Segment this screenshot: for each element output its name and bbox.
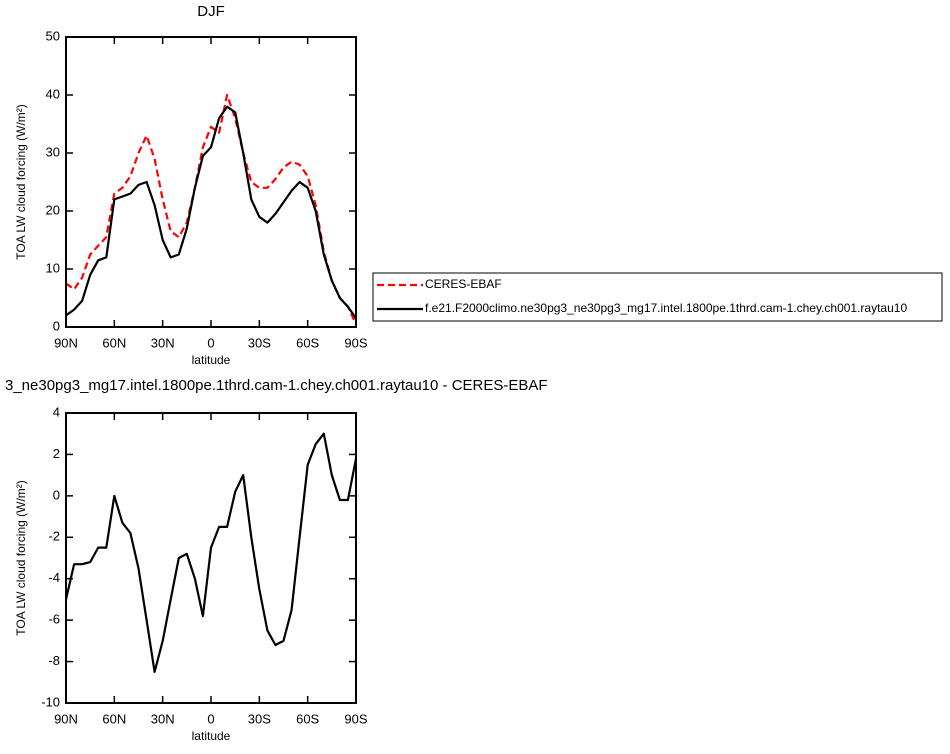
x-tick-label: 60S bbox=[296, 711, 319, 726]
x-tick-label: 60N bbox=[102, 711, 126, 726]
y-tick-label: -6 bbox=[48, 612, 60, 627]
y-tick-label: 0 bbox=[53, 318, 60, 333]
plot-frame bbox=[65, 36, 357, 328]
chart-title: DJF bbox=[197, 3, 225, 20]
x-tick-label: 30S bbox=[248, 335, 271, 350]
y-axis-label: TOA LW cloud forcing (W/m²) bbox=[14, 104, 28, 260]
y-tick-label: 40 bbox=[46, 86, 60, 101]
chart-title: 3_ne30pg3_mg17.intel.1800pe.1thrd.cam-1.… bbox=[5, 377, 548, 394]
x-tick-label: 0 bbox=[207, 335, 214, 350]
x-tick-label: 30S bbox=[248, 711, 271, 726]
x-tick-label: 30N bbox=[151, 711, 175, 726]
y-axis-label: TOA LW cloud forcing (W/m²) bbox=[14, 480, 28, 636]
x-tick-label: 90N bbox=[54, 335, 78, 350]
y-tick-label: 0 bbox=[53, 487, 60, 502]
y-tick-label: 50 bbox=[46, 28, 60, 43]
y-tick-label: 10 bbox=[46, 260, 60, 275]
y-tick-label: -10 bbox=[41, 694, 60, 709]
x-axis-label: latitude bbox=[192, 729, 231, 743]
x-tick-label: 90N bbox=[54, 711, 78, 726]
y-tick-label: 30 bbox=[46, 144, 60, 159]
y-tick-label: 4 bbox=[53, 404, 60, 419]
series-line bbox=[64, 432, 358, 673]
y-tick-label: 2 bbox=[53, 446, 60, 461]
x-axis-label: latitude bbox=[192, 353, 231, 367]
plot-frame bbox=[65, 412, 357, 704]
y-tick-label: -2 bbox=[48, 529, 60, 544]
x-tick-label: 30N bbox=[151, 335, 175, 350]
series-line bbox=[65, 93, 357, 325]
y-tick-label: -4 bbox=[48, 570, 60, 585]
x-tick-label: 90S bbox=[344, 335, 367, 350]
y-tick-label: -8 bbox=[48, 653, 60, 668]
legend-label: CERES-EBAF bbox=[425, 277, 502, 291]
x-tick-label: 0 bbox=[207, 711, 214, 726]
series-line bbox=[65, 105, 357, 319]
legend-box bbox=[372, 272, 943, 322]
x-tick-label: 60S bbox=[296, 335, 319, 350]
y-tick-label: 20 bbox=[46, 202, 60, 217]
x-tick-label: 90S bbox=[344, 711, 367, 726]
legend-label: f.e21.F2000climo.ne30pg3_ne30pg3_mg17.in… bbox=[425, 301, 907, 315]
x-tick-label: 60N bbox=[102, 335, 126, 350]
